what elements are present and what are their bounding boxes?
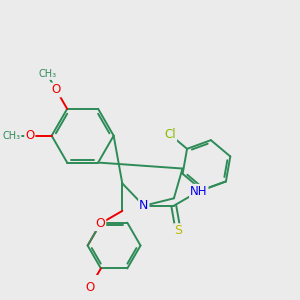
Text: N: N	[139, 199, 148, 212]
Text: O: O	[85, 281, 94, 294]
Text: O: O	[95, 217, 105, 230]
Text: O: O	[52, 83, 61, 96]
Text: CH₃: CH₃	[38, 69, 56, 79]
Text: S: S	[174, 224, 182, 237]
Text: NH: NH	[190, 185, 208, 198]
Text: O: O	[25, 129, 34, 142]
Text: Cl: Cl	[164, 128, 176, 141]
Text: CH₃: CH₃	[2, 131, 21, 141]
